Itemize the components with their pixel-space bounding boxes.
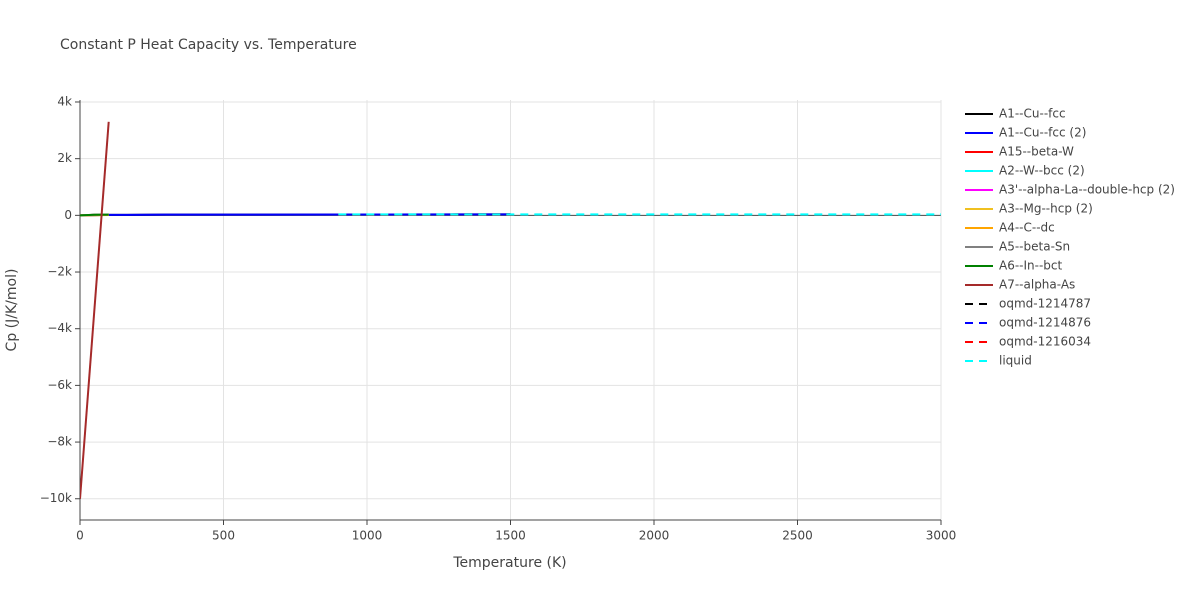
chart-title: Constant P Heat Capacity vs. Temperature [60,37,357,53]
series-line [80,213,109,217]
series-line [80,121,110,499]
legend-label[interactable]: A3--Mg--hcp (2) [999,202,1093,216]
x-tick-label: 500 [212,529,235,543]
legend-label[interactable]: A4--C--dc [999,221,1055,235]
y-tick-label: −8k [47,435,72,449]
x-tick-label: 0 [76,529,84,543]
grid: 0 500 1000 1500 2000 2500 3000 −10k −8k −6k −4k −2k… [40,94,957,542]
legend-label[interactable]: A2--W--bcc (2) [999,164,1085,178]
y-tick-label: 0 [64,208,72,222]
legend-label[interactable]: A5--beta-Sn [999,240,1070,254]
legend-label[interactable]: A3'--alpha-La--double-hcp (2) [999,183,1175,197]
x-tick-label: 1500 [495,529,526,543]
legend-label[interactable]: A1--Cu--fcc (2) [999,126,1086,140]
y-tick-label: −4k [47,321,72,335]
y-axis-title: Cp (J/K/mol) [4,269,20,352]
x-tick-label: 1000 [352,529,383,543]
legend-label[interactable]: A7--alpha-As [999,278,1075,292]
x-tick-label: 2000 [639,529,670,543]
legend-label[interactable]: A6--In--bct [999,259,1063,273]
legend-label[interactable]: A15--beta-W [999,145,1074,159]
y-tick-label: 4k [57,94,72,108]
legend-label[interactable]: oqmd-1214787 [999,297,1091,311]
legend: A1--Cu--fcc A1--Cu--fcc (2) A15--beta-W A2-… [965,107,1175,368]
x-tick-label: 2500 [782,529,813,543]
y-tick-label: −6k [47,378,72,392]
y-tick-label: 2k [57,151,72,165]
legend-label[interactable]: oqmd-1216034 [999,335,1091,349]
legend-label[interactable]: liquid [999,354,1032,368]
x-axis-title: Temperature (K) [452,555,566,571]
series-line [80,213,511,217]
y-tick-label: −10k [40,491,72,505]
legend-label[interactable]: oqmd-1214876 [999,316,1091,330]
legend-label[interactable]: A1--Cu--fcc [999,107,1066,121]
plot-area [80,121,941,499]
x-tick-label: 3000 [926,529,957,543]
y-tick-label: −2k [47,265,72,279]
